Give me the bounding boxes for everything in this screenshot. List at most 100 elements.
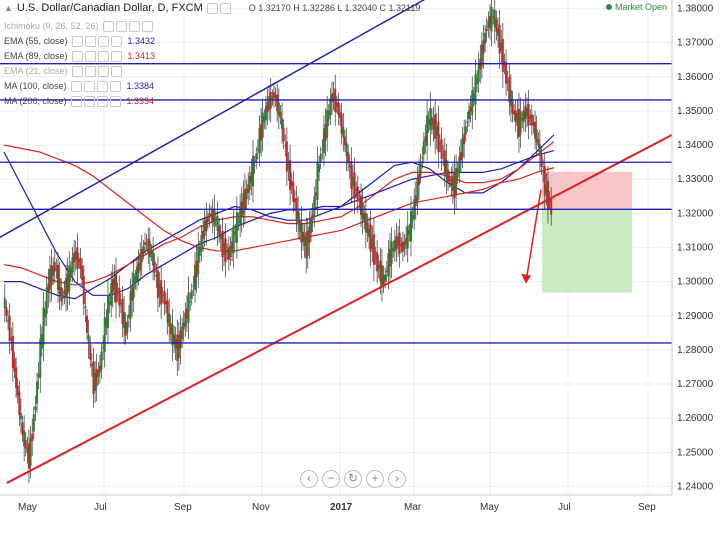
stop-loss-zone <box>542 171 632 210</box>
candle-body <box>422 140 425 155</box>
candle-body <box>126 321 129 333</box>
candle-body <box>409 210 412 242</box>
candle-body <box>145 242 148 244</box>
candle-body <box>469 106 472 112</box>
candle-body <box>526 108 529 117</box>
candle-body <box>139 253 142 271</box>
indicator-row[interactable]: Ichimoku (9, 26, 52, 26) <box>4 19 153 33</box>
candle-body <box>66 273 69 294</box>
candle-body <box>113 277 116 290</box>
y-tick-label: 1.38000 <box>677 4 714 15</box>
candle-body <box>277 102 280 116</box>
ma-line <box>3 149 555 296</box>
candle-body <box>247 184 250 193</box>
candle-body <box>492 16 495 18</box>
y-tick-label: 1.32000 <box>677 208 714 219</box>
candle-body <box>261 112 264 138</box>
candle-body <box>387 252 390 277</box>
candle-body <box>166 300 169 323</box>
header-controls[interactable] <box>206 2 231 14</box>
candle-body <box>448 179 451 181</box>
candle-body <box>430 117 433 126</box>
candle-body <box>245 188 248 200</box>
candle-body <box>119 302 122 304</box>
candle-body <box>243 189 246 209</box>
scroll-left-button[interactable]: ‹ <box>300 470 318 488</box>
candle-body <box>121 299 124 324</box>
zoom-in-button[interactable]: + <box>366 470 384 488</box>
zoom-out-button[interactable]: − <box>322 470 340 488</box>
candle-body <box>538 144 541 157</box>
candle-body <box>403 241 406 249</box>
x-tick-label: Sep <box>638 502 656 513</box>
candle-body <box>419 161 422 176</box>
candle-body <box>522 110 525 122</box>
candle-body <box>513 110 516 115</box>
candle-body <box>368 228 371 238</box>
indicator-controls[interactable] <box>70 95 121 107</box>
indicator-controls[interactable] <box>71 65 122 77</box>
indicator-row[interactable]: MA (200, close) 1.3334 <box>4 94 154 108</box>
candle-body <box>487 20 490 29</box>
candle-body <box>501 38 504 73</box>
candle-body <box>50 265 53 286</box>
indicator-row[interactable]: EMA (89, close) 1.3413 <box>4 49 155 63</box>
candle-body <box>340 114 343 134</box>
candle-body <box>161 294 164 296</box>
trendlines <box>0 0 673 484</box>
candle-body <box>231 241 234 250</box>
candle-body <box>308 226 311 243</box>
indicator-controls[interactable] <box>102 20 153 32</box>
candle-body <box>380 265 383 286</box>
candle-body <box>260 124 263 141</box>
indicator-controls[interactable] <box>71 50 122 62</box>
candle-body <box>272 92 275 98</box>
candle-body <box>429 108 432 131</box>
candle-body <box>392 247 395 251</box>
candle-body <box>313 196 316 218</box>
candle-body <box>153 261 156 273</box>
candle-body <box>69 267 72 275</box>
collapse-icon[interactable]: ▲ <box>4 3 13 13</box>
candle-body <box>39 338 42 378</box>
candle-body <box>253 164 256 166</box>
candle-body <box>498 24 501 54</box>
candle-body <box>385 270 388 273</box>
candle-body <box>239 205 242 226</box>
candle-body <box>84 306 87 309</box>
candle-body <box>534 121 537 139</box>
candle-body <box>190 290 193 299</box>
settings-icon <box>219 2 231 14</box>
candle-body <box>179 330 182 349</box>
candle-body <box>363 212 366 222</box>
candle-body <box>45 287 48 315</box>
indicator-row[interactable]: EMA (55, close) 1.3432 <box>4 34 155 48</box>
candle-body <box>92 361 95 394</box>
candle-body <box>79 257 82 269</box>
candle-body <box>216 216 219 232</box>
indicator-row[interactable]: MA (100, close) 1.3384 <box>4 79 154 93</box>
candle-body <box>543 166 546 196</box>
candle-body <box>110 283 113 306</box>
candle-body <box>511 99 514 114</box>
candle-body <box>535 129 538 143</box>
candle-body <box>464 126 467 135</box>
indicator-row[interactable]: EMA (21, close) <box>4 64 122 78</box>
candle-body <box>206 217 209 222</box>
candle-body <box>411 214 414 221</box>
candle-body <box>405 237 408 245</box>
ma-line <box>4 134 555 300</box>
indicator-label: EMA (55, close) <box>4 36 68 46</box>
candle-body <box>129 291 132 319</box>
indicator-controls[interactable] <box>70 80 121 92</box>
indicator-controls[interactable] <box>71 35 122 47</box>
candle-body <box>29 437 32 466</box>
candle-body <box>519 111 522 135</box>
candle-body <box>77 259 80 263</box>
candle-body <box>306 230 309 256</box>
scroll-right-button[interactable]: › <box>388 470 406 488</box>
reset-button[interactable]: ↻ <box>344 470 362 488</box>
candles <box>3 0 553 483</box>
control-icon <box>83 95 95 107</box>
